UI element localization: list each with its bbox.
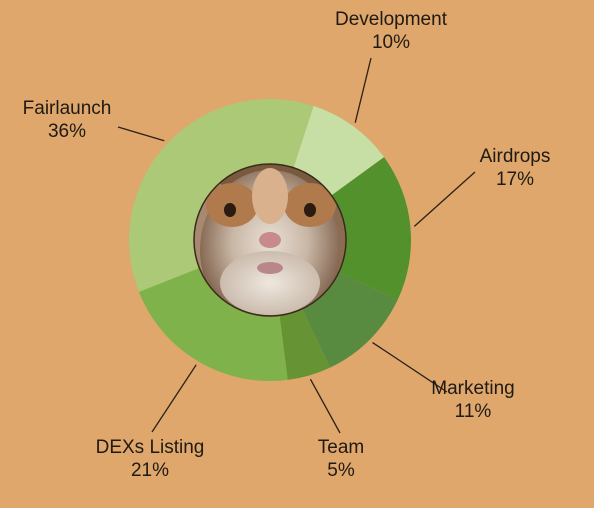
center-image-frame <box>193 163 347 317</box>
slice-airdrops <box>331 157 411 301</box>
leader-line-development <box>354 57 372 123</box>
label-percent: 36% <box>47 121 87 142</box>
label-percent: 5% <box>327 460 355 481</box>
label-name: Marketing <box>431 378 515 399</box>
label-percent: 11% <box>454 401 492 422</box>
slice-dexs-listing <box>138 267 288 381</box>
label-team: Team 5% <box>318 436 364 482</box>
label-percent: 10% <box>371 32 411 53</box>
label-name: DEXs Listing <box>95 437 205 458</box>
label-name: Development <box>335 9 447 30</box>
slice-marketing <box>302 272 398 368</box>
hamster-image <box>194 164 346 316</box>
label-fairlaunch: Fairlaunch 36% <box>23 97 112 143</box>
leader-line-marketing <box>372 341 448 393</box>
label-dexs-listing: DEXs Listing 21% <box>96 436 205 482</box>
slice-development <box>293 105 385 196</box>
slice-team <box>279 308 331 380</box>
label-development: Development 10% <box>335 8 447 54</box>
label-percent: 17% <box>495 169 535 190</box>
leader-line-team <box>309 378 341 434</box>
label-percent: 21% <box>130 460 170 481</box>
label-name: Fairlaunch <box>22 98 112 119</box>
slice-fairlaunch <box>129 99 314 292</box>
label-name: Team <box>317 437 365 458</box>
leader-line-airdrops <box>413 171 476 227</box>
leader-line-fairlaunch <box>117 126 165 142</box>
label-airdrops: Airdrops 17% <box>480 145 551 191</box>
label-name: Airdrops <box>479 146 551 167</box>
label-marketing: Marketing 11% <box>431 377 514 423</box>
leader-line-dexs-listing <box>151 364 197 433</box>
